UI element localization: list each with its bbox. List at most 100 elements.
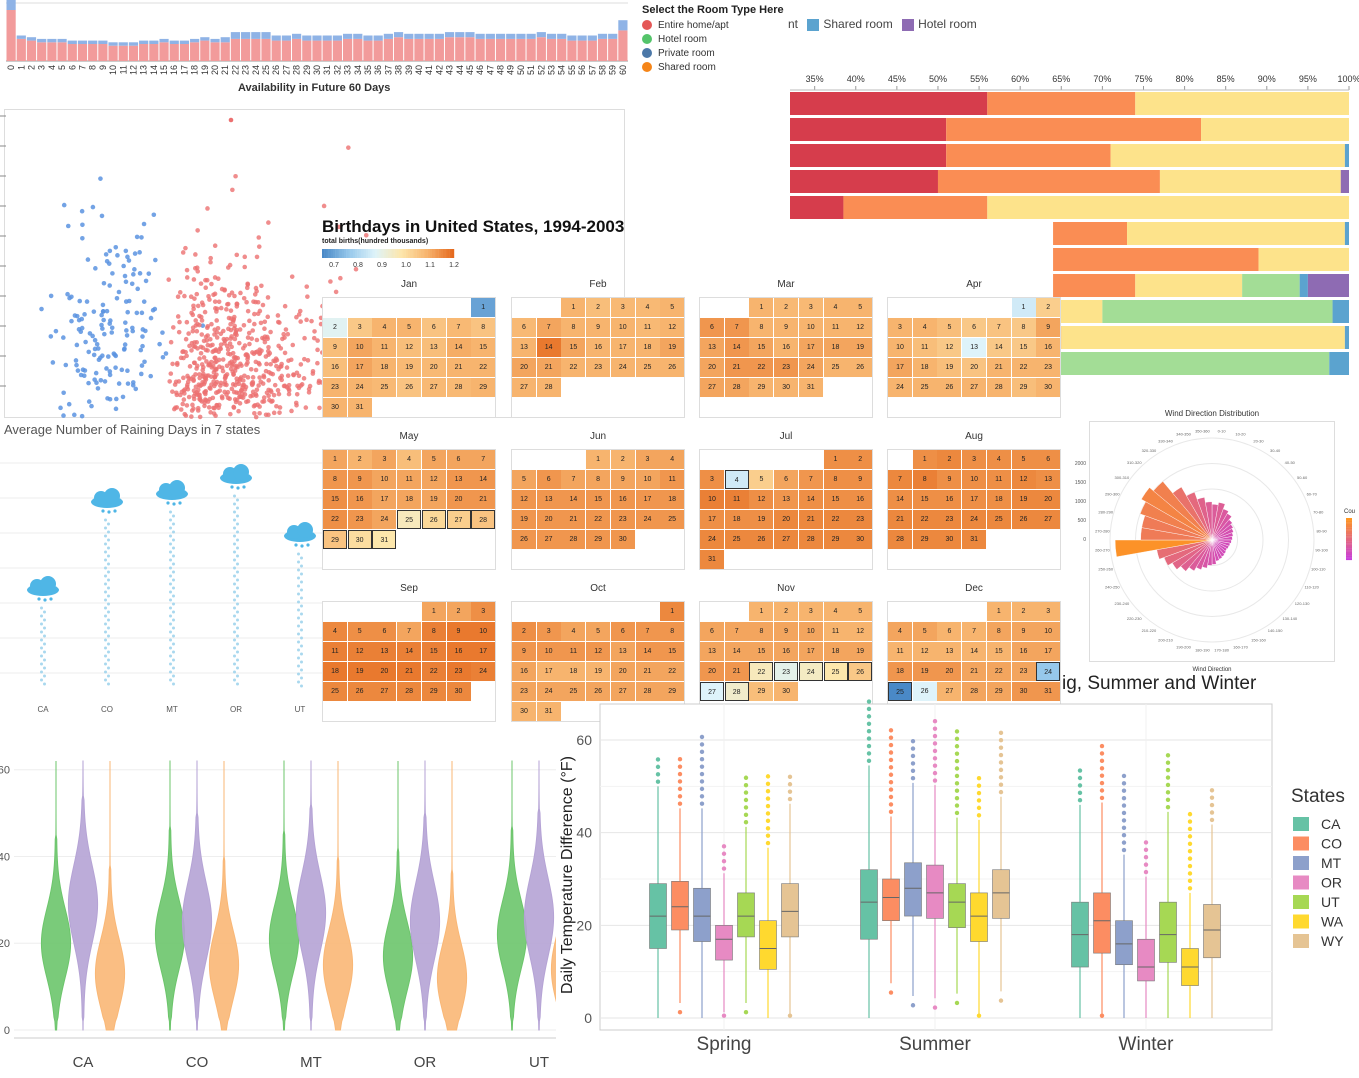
day-cell[interactable]: 9 xyxy=(774,622,799,641)
day-cell[interactable]: 14 xyxy=(724,642,749,661)
day-cell[interactable]: 21 xyxy=(986,358,1011,377)
day-cell[interactable]: 23 xyxy=(1011,662,1036,681)
day-cell[interactable]: 13 xyxy=(700,338,724,357)
day-cell[interactable]: 4 xyxy=(888,622,912,641)
day-cell[interactable]: 23 xyxy=(323,378,347,397)
day-cell[interactable]: 9 xyxy=(446,622,471,641)
day-cell[interactable]: 17 xyxy=(798,642,823,661)
day-cell[interactable]: 30 xyxy=(323,398,347,417)
day-cell[interactable]: 30 xyxy=(848,530,873,549)
day-cell[interactable]: 15 xyxy=(586,490,611,509)
day-cell[interactable]: 6 xyxy=(700,318,724,337)
day-cell[interactable]: 21 xyxy=(962,662,987,681)
room-legend-entire[interactable]: Entire home/apt xyxy=(642,18,784,32)
day-cell[interactable]: 19 xyxy=(512,510,536,529)
day-cell[interactable]: 21 xyxy=(446,358,471,377)
room-type-legend[interactable]: Select the Room Type Here Entire home/ap… xyxy=(642,4,784,74)
day-cell[interactable]: 8 xyxy=(1011,318,1036,337)
day-cell[interactable]: 17 xyxy=(1036,642,1061,661)
day-cell[interactable]: 3 xyxy=(888,318,912,337)
day-cell[interactable]: 4 xyxy=(823,298,848,317)
day-cell[interactable]: 24 xyxy=(700,530,724,549)
day-cell[interactable]: 2 xyxy=(586,298,611,317)
day-cell[interactable]: 10 xyxy=(798,622,823,641)
day-cell[interactable]: 3 xyxy=(962,450,987,469)
day-cell[interactable]: 3 xyxy=(610,298,635,317)
day-cell[interactable]: 28 xyxy=(724,378,749,397)
day-cell[interactable]: 1 xyxy=(660,602,685,621)
day-cell[interactable]: 20 xyxy=(512,358,536,377)
day-cell[interactable]: 31 xyxy=(536,702,561,721)
day-cell[interactable]: 13 xyxy=(1036,470,1061,489)
day-cell[interactable]: 8 xyxy=(823,470,848,489)
day-cell[interactable]: 29 xyxy=(660,682,685,701)
day-cell[interactable]: 30 xyxy=(774,378,799,397)
day-cell[interactable]: 13 xyxy=(962,338,987,357)
day-cell[interactable]: 13 xyxy=(937,642,962,661)
day-cell[interactable]: 2 xyxy=(610,450,635,469)
day-cell[interactable]: 28 xyxy=(888,530,912,549)
day-cell[interactable]: 20 xyxy=(610,662,635,681)
day-cell[interactable]: 15 xyxy=(660,642,685,661)
day-cell[interactable]: 23 xyxy=(848,510,873,529)
day-cell[interactable]: 18 xyxy=(561,662,586,681)
day-cell[interactable]: 20 xyxy=(446,490,471,509)
day-cell[interactable]: 12 xyxy=(586,642,611,661)
day-cell[interactable]: 9 xyxy=(347,470,372,489)
day-cell[interactable]: 15 xyxy=(912,490,937,509)
day-cell[interactable]: 20 xyxy=(700,358,724,377)
day-cell[interactable]: 22 xyxy=(323,510,347,529)
day-cell[interactable]: 14 xyxy=(724,338,749,357)
day-cell[interactable]: 8 xyxy=(660,622,685,641)
day-cell[interactable]: 21 xyxy=(888,510,912,529)
day-cell[interactable]: 9 xyxy=(610,470,635,489)
day-cell[interactable]: 10 xyxy=(536,642,561,661)
day-cell[interactable]: 18 xyxy=(397,490,422,509)
day-cell[interactable]: 8 xyxy=(749,622,774,641)
day-cell[interactable]: 2 xyxy=(512,622,536,641)
day-cell[interactable]: 21 xyxy=(397,662,422,681)
day-cell[interactable]: 3 xyxy=(536,622,561,641)
day-cell[interactable]: 5 xyxy=(749,470,774,489)
day-cell[interactable]: 31 xyxy=(372,530,397,549)
day-cell[interactable]: 13 xyxy=(610,642,635,661)
day-cell[interactable]: 29 xyxy=(421,682,446,701)
day-cell[interactable]: 22 xyxy=(421,662,446,681)
day-cell[interactable]: 26 xyxy=(848,662,873,681)
day-cell[interactable]: 31 xyxy=(962,530,987,549)
day-cell[interactable]: 23 xyxy=(1036,358,1061,377)
day-cell[interactable]: 6 xyxy=(372,622,397,641)
day-cell[interactable]: 26 xyxy=(397,378,422,397)
day-cell[interactable]: 24 xyxy=(372,510,397,529)
day-cell[interactable]: 6 xyxy=(774,470,799,489)
day-cell[interactable]: 17 xyxy=(962,490,987,509)
room-legend-hotel[interactable]: Hotel room xyxy=(642,32,784,46)
day-cell[interactable]: 12 xyxy=(397,338,422,357)
day-cell[interactable]: 4 xyxy=(660,450,685,469)
day-cell[interactable]: 2 xyxy=(774,602,799,621)
day-cell[interactable]: 25 xyxy=(986,510,1011,529)
day-cell[interactable]: 7 xyxy=(397,622,422,641)
day-cell[interactable]: 11 xyxy=(912,338,937,357)
day-cell[interactable]: 28 xyxy=(798,530,823,549)
day-cell[interactable]: 19 xyxy=(848,338,873,357)
day-cell[interactable]: 6 xyxy=(421,318,446,337)
day-cell[interactable]: 17 xyxy=(700,510,724,529)
day-cell[interactable]: 25 xyxy=(372,378,397,397)
room-legend-shared[interactable]: Shared room xyxy=(642,60,784,74)
day-cell[interactable]: 5 xyxy=(421,450,446,469)
day-cell[interactable]: 28 xyxy=(536,378,561,397)
day-cell[interactable]: 15 xyxy=(323,490,347,509)
day-cell[interactable]: 4 xyxy=(986,450,1011,469)
day-cell[interactable]: 30 xyxy=(446,682,471,701)
day-cell[interactable]: 18 xyxy=(372,358,397,377)
day-cell[interactable]: 27 xyxy=(421,378,446,397)
day-cell[interactable]: 18 xyxy=(888,662,912,681)
day-cell[interactable]: 22 xyxy=(749,662,774,681)
day-cell[interactable]: 24 xyxy=(1036,662,1061,681)
day-cell[interactable]: 1 xyxy=(421,602,446,621)
day-cell[interactable]: 19 xyxy=(421,490,446,509)
day-cell[interactable]: 27 xyxy=(700,378,724,397)
day-cell[interactable]: 22 xyxy=(660,662,685,681)
day-cell[interactable]: 19 xyxy=(586,662,611,681)
